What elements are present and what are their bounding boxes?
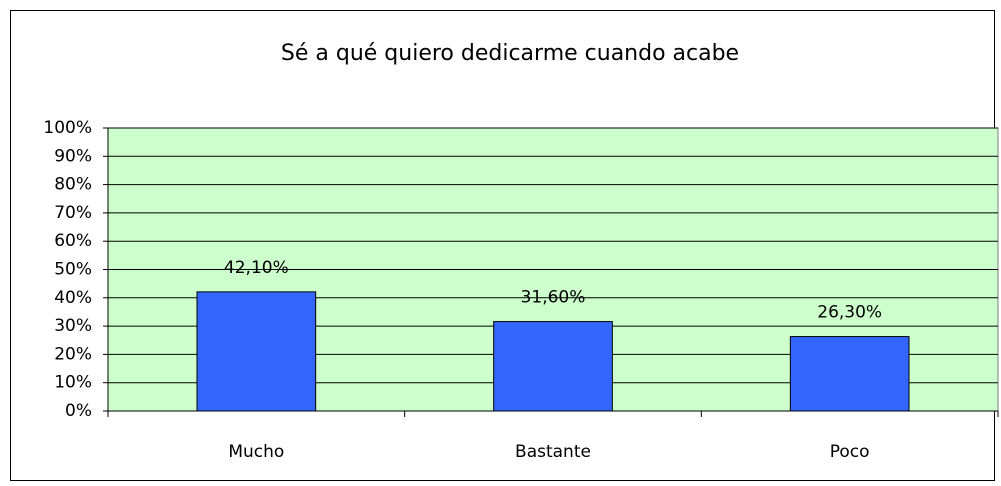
y-tick-label: 60% [54, 231, 92, 251]
y-tick-label: 70% [54, 203, 92, 223]
y-tick-label: 100% [43, 118, 92, 138]
x-tick-label: Bastante [515, 442, 591, 462]
data-label: 42,10% [224, 258, 289, 278]
y-tick-label: 50% [54, 260, 92, 280]
y-tick-label: 20% [54, 344, 92, 364]
y-tick-label: 10% [54, 373, 92, 393]
y-tick-label: 90% [54, 146, 92, 166]
chart-title: Sé a qué quiero dedicarme cuando acabe [281, 41, 739, 66]
y-tick-label: 80% [54, 175, 92, 195]
data-label: 31,60% [521, 288, 586, 308]
bar [196, 291, 317, 412]
data-label: 26,30% [817, 303, 882, 323]
bar [789, 336, 910, 412]
x-tick-label: Poco [830, 442, 870, 462]
bar [493, 321, 613, 412]
y-tick-label: 40% [54, 288, 92, 308]
y-tick-label: 0% [65, 401, 92, 421]
y-tick-label: 30% [54, 316, 92, 336]
x-tick-label: Mucho [228, 442, 284, 462]
